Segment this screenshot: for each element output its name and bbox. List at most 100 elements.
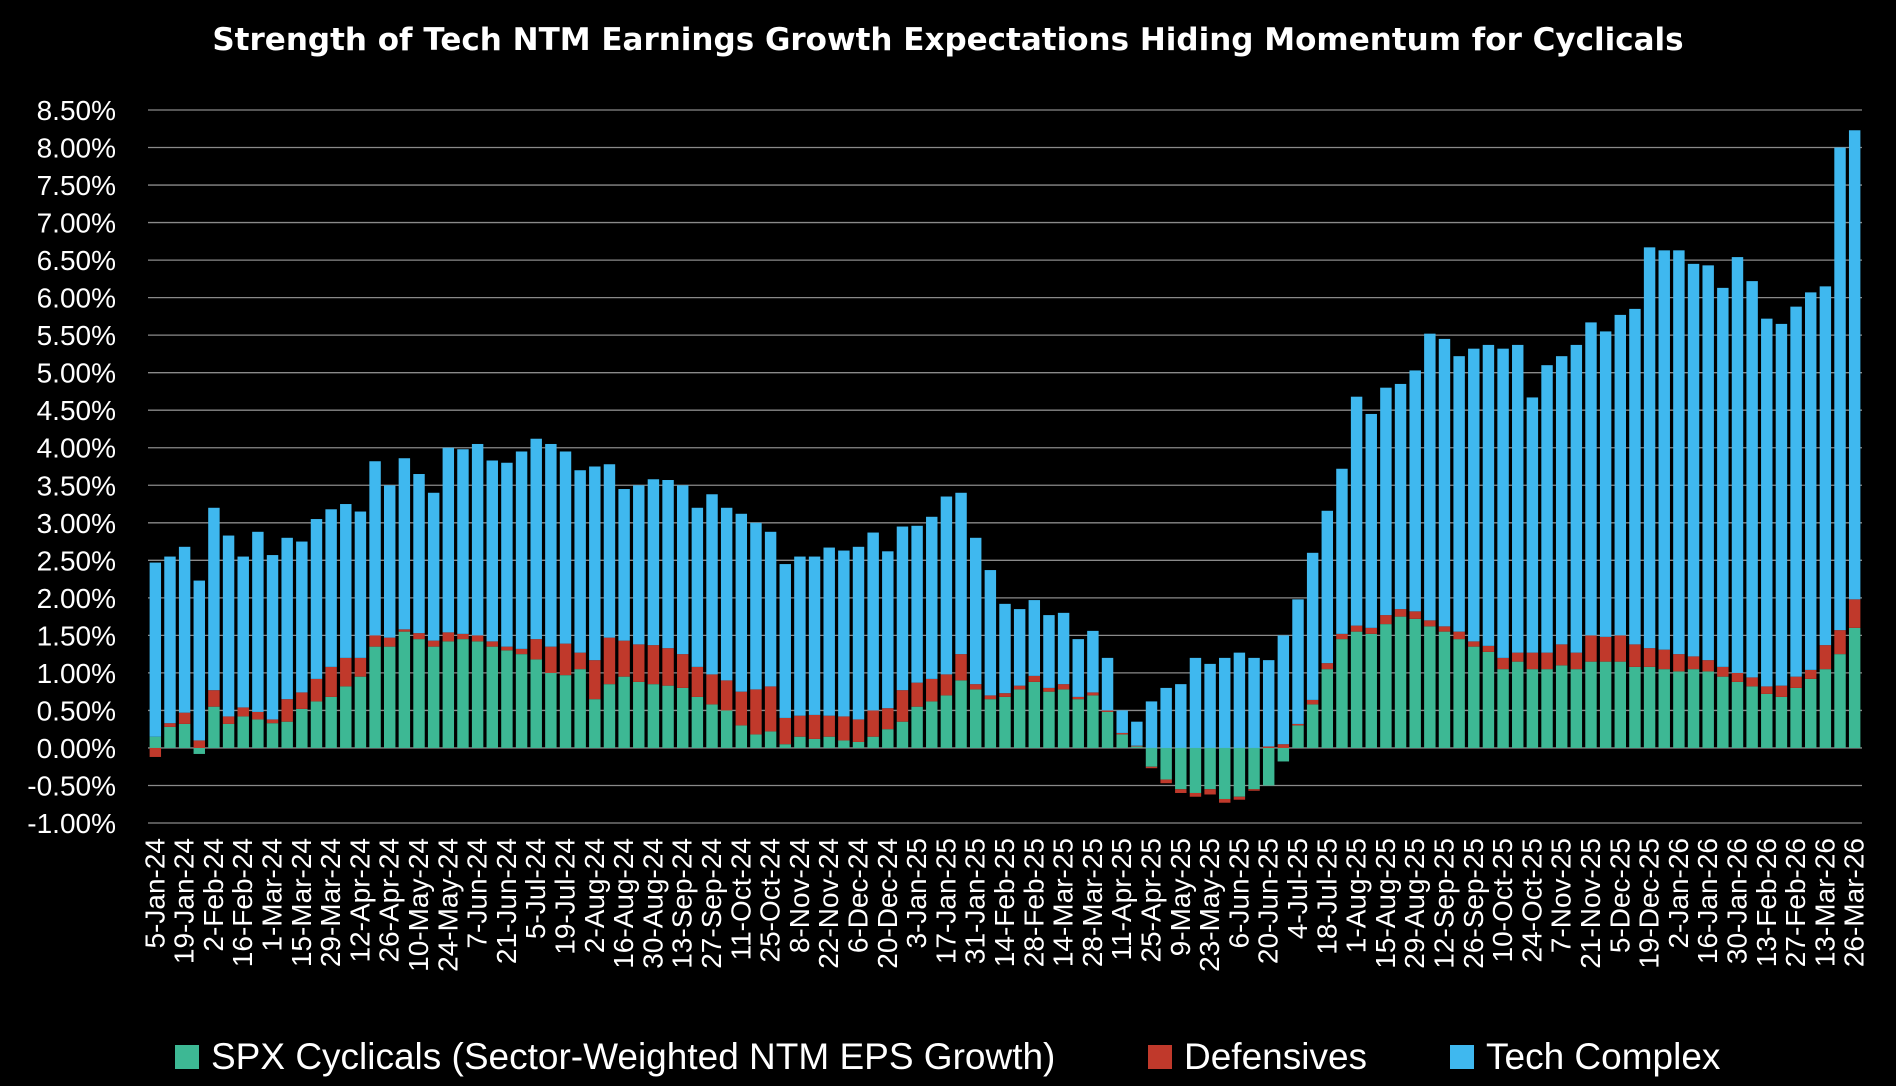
bar-defensives bbox=[325, 666, 337, 697]
bar-tech bbox=[589, 466, 601, 661]
bar-defensives bbox=[603, 637, 616, 685]
chart-title: Strength of Tech NTM Earnings Growth Exp… bbox=[212, 22, 1684, 58]
legend: SPX Cyclicals (Sector-Weighted NTM EPS G… bbox=[0, 1036, 1896, 1084]
bar-defensives bbox=[1468, 641, 1480, 647]
x-tick-label: 17-Jan-25 bbox=[930, 838, 961, 964]
bar-tech bbox=[1175, 684, 1187, 748]
bar-tech bbox=[178, 546, 191, 713]
bar-cyclicals bbox=[1497, 669, 1509, 748]
y-tick-label: 2.00% bbox=[37, 583, 116, 614]
x-tick-label: 28-Feb-25 bbox=[1018, 838, 1049, 967]
bar-tech bbox=[1805, 292, 1817, 670]
bar-defensives bbox=[281, 699, 293, 722]
bar-cyclicals bbox=[164, 726, 176, 748]
bar-cyclicals bbox=[149, 736, 162, 748]
bar-cyclicals bbox=[1468, 646, 1480, 748]
bar-tech bbox=[1731, 257, 1744, 673]
bar-defensives bbox=[764, 686, 777, 732]
bar-defensives bbox=[618, 640, 630, 677]
bar-defensives bbox=[911, 682, 923, 707]
bar-tech bbox=[486, 460, 498, 642]
bar-tech bbox=[720, 507, 733, 681]
bar-tech bbox=[442, 447, 455, 633]
bar-tech bbox=[1204, 663, 1216, 748]
bar-cyclicals bbox=[1248, 747, 1260, 790]
bar-defensives bbox=[1189, 792, 1202, 797]
bar-defensives bbox=[926, 678, 938, 702]
bar-tech bbox=[1643, 247, 1656, 649]
bar-cyclicals bbox=[1512, 661, 1524, 748]
legend-swatch-defensives bbox=[1148, 1045, 1172, 1069]
x-tick-label: 3-Jan-25 bbox=[901, 838, 932, 949]
bar-cyclicals bbox=[603, 684, 616, 748]
bar-tech bbox=[1248, 657, 1260, 748]
bar-defensives bbox=[691, 666, 704, 697]
bar-tech bbox=[1380, 387, 1392, 616]
bar-tech bbox=[1057, 612, 1070, 685]
bar-tech bbox=[1028, 600, 1041, 676]
bar-tech bbox=[1717, 287, 1729, 667]
bar-cyclicals bbox=[340, 686, 352, 748]
legend-label-defensives: Defensives bbox=[1184, 1036, 1368, 1077]
legend-swatch-tech bbox=[1450, 1045, 1474, 1069]
bar-defensives bbox=[1204, 789, 1216, 795]
bar-tech bbox=[1673, 250, 1685, 655]
bar-tech bbox=[1541, 365, 1553, 653]
bar-defensives bbox=[1819, 645, 1832, 670]
bar-defensives bbox=[823, 715, 835, 737]
bar-cyclicals bbox=[940, 695, 953, 748]
bar-tech bbox=[1790, 306, 1802, 677]
bar-cyclicals bbox=[1673, 671, 1685, 748]
x-tick-label: 15-Aug-25 bbox=[1370, 838, 1401, 969]
bar-cyclicals bbox=[281, 721, 293, 748]
bar-cyclicals bbox=[1365, 633, 1377, 748]
x-tick-label: 9-May-25 bbox=[1165, 838, 1196, 956]
bar-defensives bbox=[1775, 685, 1788, 697]
bar-tech bbox=[1233, 652, 1246, 748]
bar-defensives bbox=[867, 710, 879, 737]
bar-tech bbox=[911, 525, 923, 683]
bar-tech bbox=[999, 603, 1011, 694]
bar-defensives bbox=[1175, 789, 1187, 793]
bar-tech bbox=[1262, 660, 1275, 747]
bar-defensives bbox=[1717, 666, 1729, 677]
x-tick-label: 8-Nov-24 bbox=[784, 838, 815, 953]
bar-defensives bbox=[545, 646, 557, 673]
bar-defensives bbox=[164, 723, 176, 727]
bar-defensives bbox=[1482, 645, 1495, 652]
bar-tech bbox=[1687, 263, 1700, 657]
bar-defensives bbox=[1028, 675, 1041, 682]
bar-defensives bbox=[1380, 615, 1392, 625]
x-tick-label: 11-Oct-24 bbox=[725, 838, 756, 960]
x-tick-label: 2-Jan-26 bbox=[1663, 838, 1694, 949]
bar-cyclicals bbox=[1160, 747, 1172, 780]
bar-tech bbox=[1277, 635, 1290, 745]
bar-defensives bbox=[852, 719, 865, 742]
x-tick-label: 5-Dec-25 bbox=[1604, 838, 1635, 953]
bar-defensives bbox=[1394, 609, 1407, 617]
bar-defensives bbox=[310, 678, 323, 702]
bar-cyclicals bbox=[1028, 681, 1041, 748]
bar-defensives bbox=[1145, 766, 1158, 769]
y-tick-label: 6.00% bbox=[37, 283, 116, 314]
bar-cyclicals bbox=[647, 684, 660, 748]
bar-tech bbox=[1160, 687, 1172, 748]
bar-cyclicals bbox=[1131, 746, 1143, 748]
bar-tech bbox=[1336, 468, 1348, 634]
legend-item-cyclicals: SPX Cyclicals (Sector-Weighted NTM EPS G… bbox=[175, 1036, 1055, 1078]
bar-defensives bbox=[1101, 710, 1114, 712]
bar-cyclicals bbox=[1658, 669, 1670, 748]
x-tick-label: 30-Jan-26 bbox=[1721, 838, 1752, 964]
bar-tech bbox=[1468, 348, 1480, 642]
bar-defensives bbox=[1248, 789, 1260, 791]
bar-cyclicals bbox=[589, 699, 601, 748]
bar-defensives bbox=[984, 695, 997, 700]
y-tick-label: 8.50% bbox=[37, 95, 116, 126]
bar-defensives bbox=[457, 633, 469, 640]
legend-item-tech: Tech Complex bbox=[1450, 1036, 1720, 1078]
bar-cyclicals bbox=[384, 646, 396, 748]
bar-defensives bbox=[838, 716, 850, 741]
x-tick-label: 10-May-24 bbox=[403, 838, 434, 972]
bar-defensives bbox=[398, 629, 411, 632]
bar-tech bbox=[457, 449, 469, 634]
